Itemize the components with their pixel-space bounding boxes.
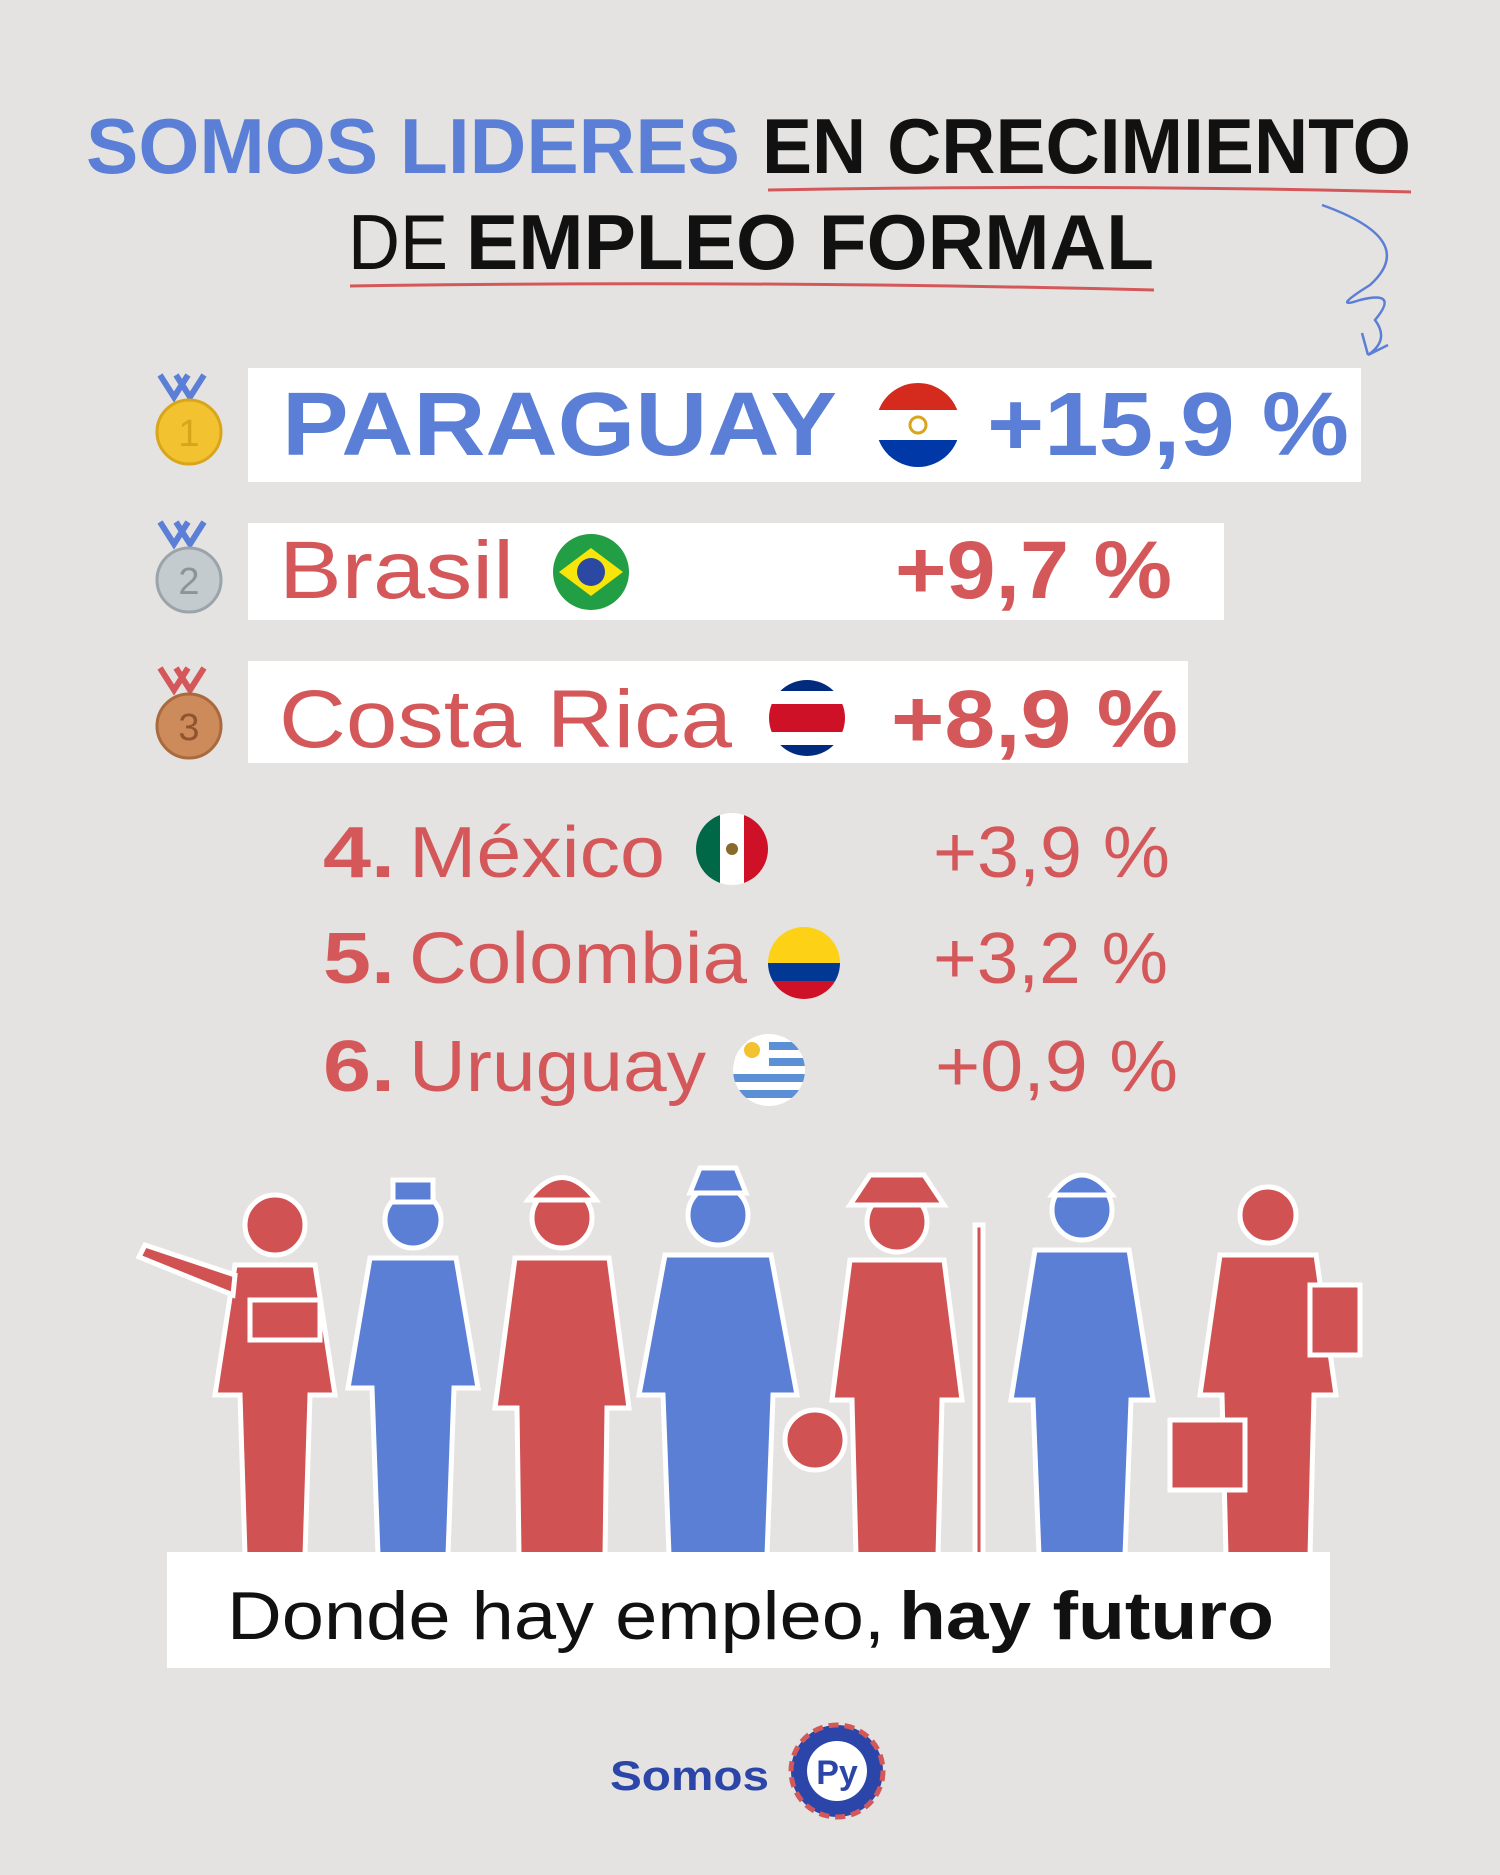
logo-inner [807, 1741, 867, 1801]
country-name: PARAGUAY [282, 375, 837, 475]
growth-value: +9,7 % [895, 525, 1172, 616]
tagline-regular: Donde hay empleo, [227, 1578, 885, 1654]
rank: 4. [323, 813, 395, 893]
medal-number: 1 [178, 413, 199, 455]
country-name: Costa Rica [279, 674, 732, 765]
rank: 5. [323, 919, 395, 999]
flag [733, 1034, 805, 1106]
title-line2-emphasis: EMPLEO FORMAL [466, 198, 1154, 286]
medal: 1 [155, 373, 223, 466]
flag [696, 813, 768, 885]
growth-value: +3,9 % [933, 813, 1170, 893]
row-box [248, 523, 1224, 620]
medal: 2 [155, 520, 223, 614]
medal-number: 3 [178, 707, 199, 749]
country-name: Uruguay [409, 1027, 706, 1107]
growth-value: +3,2 % [933, 919, 1168, 999]
brand-name: Somos [610, 1752, 769, 1799]
logo-text: Py [816, 1754, 858, 1792]
row-box [248, 661, 1188, 763]
tagline-bold: hay futuro [899, 1578, 1274, 1654]
flag [553, 534, 629, 610]
country-name: Brasil [279, 525, 514, 616]
growth-value: +0,9 % [935, 1027, 1178, 1107]
country-name: México [409, 813, 665, 893]
arrow [1321, 203, 1389, 357]
country-name: Colombia [409, 919, 748, 999]
underline [349, 282, 1155, 292]
growth-value: +15,9 % [987, 375, 1349, 475]
title-highlight: SOMOS LIDERES [86, 102, 740, 190]
row-box [248, 368, 1361, 482]
flag [769, 680, 845, 756]
title-line2-start: DE [348, 198, 448, 286]
underline [767, 185, 1412, 194]
tagline-box [167, 1552, 1330, 1668]
medal-number: 2 [178, 561, 199, 603]
rank: 6. [323, 1027, 395, 1107]
growth-value: +8,9 % [891, 674, 1178, 765]
medal: 3 [155, 666, 223, 760]
title-rest: EN CRECIMIENTO [762, 102, 1411, 190]
